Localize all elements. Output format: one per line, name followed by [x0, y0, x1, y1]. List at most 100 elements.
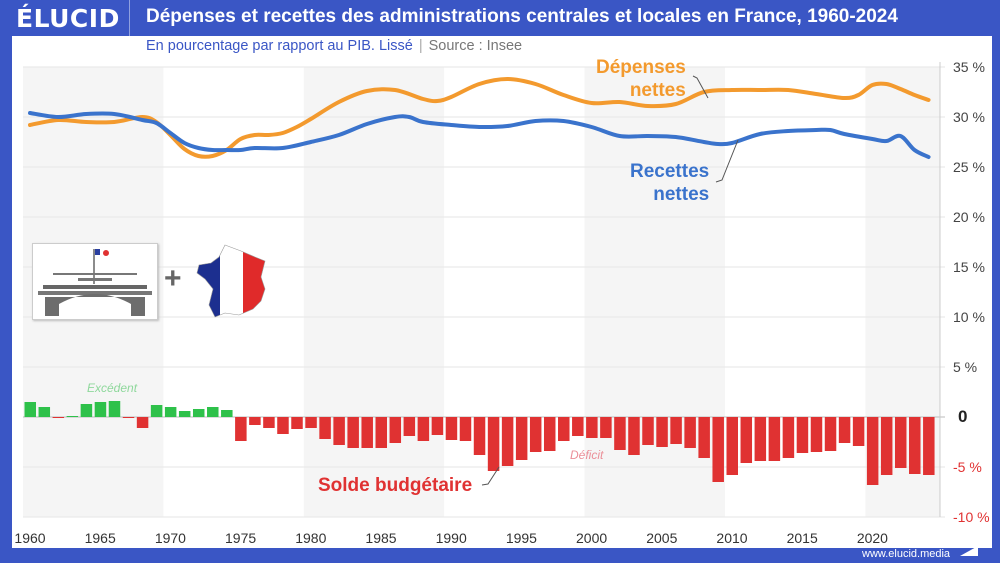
x-tick-label: 2010: [716, 530, 747, 546]
deficit-label: Déficit: [570, 448, 604, 462]
solde-bar: [333, 417, 345, 445]
solde-bar: [558, 417, 570, 441]
solde-bar: [431, 417, 444, 435]
france-flag-map-icon: [195, 243, 269, 324]
solde-bar: [221, 410, 233, 417]
y-tick-label: 25 %: [953, 159, 985, 175]
decade-band: [303, 67, 445, 517]
y-tick-label: 5 %: [953, 359, 977, 375]
header-bar: ÉLUCID Dépenses et recettes des administ…: [0, 0, 1000, 36]
solde-bar: [375, 417, 387, 448]
solde-bar: [698, 417, 710, 458]
solde-bar: [810, 417, 823, 452]
footer-url[interactable]: www.elucid.media: [862, 548, 951, 560]
solde-bar: [712, 417, 724, 482]
solde-bar: [263, 417, 275, 428]
chart-subtitle: En pourcentage par rapport au PIB. Lissé…: [146, 38, 522, 54]
solde-bar: [178, 411, 191, 417]
x-tick-label: 1970: [155, 530, 186, 546]
solde-bar: [740, 417, 753, 463]
recettes-label-line1: Recettes: [630, 161, 710, 182]
solde-bar: [656, 417, 668, 447]
solde-bar: [543, 417, 556, 451]
x-tick-label: 2000: [576, 530, 607, 546]
solde-bar: [642, 417, 654, 445]
x-tick-label: 1960: [14, 530, 45, 546]
solde-bar: [24, 402, 36, 417]
x-tick-label: 2015: [787, 530, 818, 546]
y-tick-label: 0: [958, 407, 967, 426]
x-tick-label: 1990: [436, 530, 467, 546]
solde-bar: [291, 417, 303, 429]
solde-bar: [838, 417, 851, 443]
solde-bar: [249, 417, 261, 425]
header-divider: [129, 0, 130, 36]
y-tick-label: 30 %: [953, 109, 985, 125]
solde-bar: [684, 417, 696, 448]
depenses-label: Dépenses nettes: [596, 56, 686, 102]
solde-bar: [459, 417, 472, 441]
solde-bar: [417, 417, 430, 441]
x-tick-label: 1995: [506, 530, 537, 546]
solde-bar: [207, 407, 219, 417]
y-tick-label: 35 %: [953, 59, 985, 75]
subtitle-text: En pourcentage par rapport au PIB. Lissé: [146, 38, 413, 54]
solde-bar: [726, 417, 738, 475]
y-tick-label: -5 %: [953, 459, 982, 475]
solde-leader-line: [481, 466, 500, 486]
solde-bar: [923, 417, 935, 475]
excedent-label: Excédent: [87, 381, 138, 395]
solde-bar: [824, 417, 837, 451]
solde-bar: [319, 417, 331, 439]
y-tick-label: 15 %: [953, 259, 985, 275]
solde-bar: [880, 417, 893, 475]
solde-bar: [515, 417, 528, 460]
solde-bar: [796, 417, 809, 453]
solde-bar: [136, 417, 149, 428]
solde-bar: [894, 417, 907, 468]
recettes-label: Recettes nettes: [630, 160, 709, 206]
solde-bar: [150, 405, 163, 417]
solde-bar: [628, 417, 640, 455]
x-tick-label: 1965: [85, 530, 116, 546]
solde-bar: [361, 417, 373, 448]
solde-bar: [501, 417, 514, 466]
source-label: Source : Insee: [428, 38, 523, 54]
solde-bar: [529, 417, 542, 452]
solde-bar: [94, 402, 107, 417]
solde-bar: [473, 417, 486, 455]
solde-bar: [754, 417, 767, 461]
solde-bar: [852, 417, 865, 446]
y-tick-label: 10 %: [953, 309, 985, 325]
solde-bar: [80, 404, 93, 417]
solde-bar: [487, 417, 500, 471]
elucid-logo: ÉLUCID: [16, 4, 120, 33]
solde-bar: [164, 407, 177, 417]
recettes-line: [28, 111, 931, 159]
x-tick-label: 1985: [365, 530, 396, 546]
solde-bar: [586, 417, 598, 438]
solde-bar: [389, 417, 402, 443]
solde-bar: [768, 417, 781, 461]
solde-bar: [347, 417, 359, 448]
depenses-line: [28, 76, 931, 159]
solde-bar: [305, 417, 317, 428]
solde-bar: [866, 417, 879, 485]
plus-sign: +: [164, 262, 182, 295]
x-tick-label: 1975: [225, 530, 256, 546]
solde-bar: [600, 417, 612, 438]
x-tick-label: 1980: [295, 530, 326, 546]
solde-bar: [108, 401, 121, 417]
solde-label: Solde budgétaire: [318, 475, 473, 496]
solde-bar: [235, 417, 247, 441]
y-tick-label: -10 %: [953, 509, 990, 525]
solde-bar: [52, 417, 65, 418]
solde-bar: [909, 417, 921, 474]
depenses-label-line1: Dépenses: [596, 57, 686, 78]
solde-bar: [122, 417, 135, 418]
solde-bar: [38, 407, 51, 417]
chart-title: Dépenses et recettes des administrations…: [146, 6, 898, 27]
depenses-label-line2: nettes: [629, 80, 686, 101]
recettes-label-line2: nettes: [653, 184, 710, 205]
